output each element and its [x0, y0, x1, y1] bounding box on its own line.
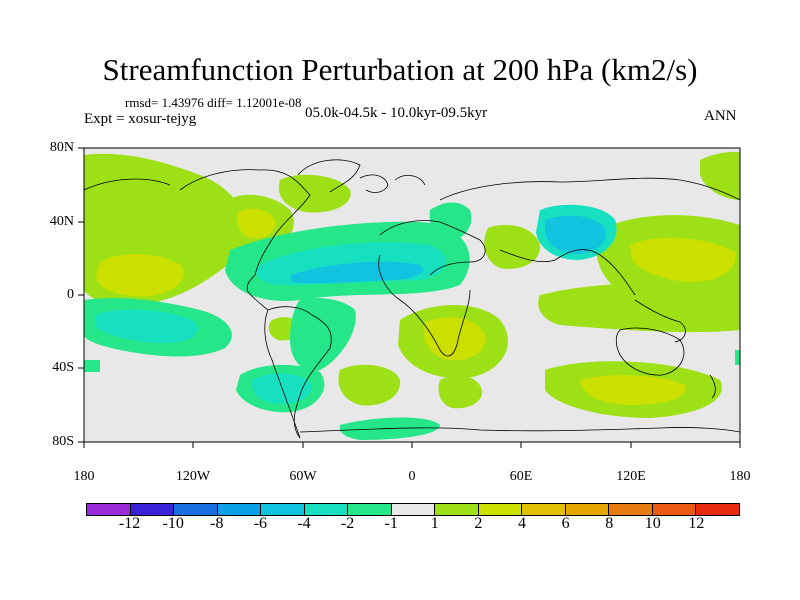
period-label: 05.0k-04.5k - 10.0kyr-09.5kyr	[305, 105, 488, 121]
colorbar-label: -4	[297, 515, 311, 532]
colorbar-label: 10	[644, 515, 661, 532]
colorbar-swatch	[652, 504, 697, 515]
colorbar-swatch	[348, 504, 392, 515]
lon-label-60w: 60W	[289, 469, 317, 484]
colorbar-label: -2	[340, 515, 355, 532]
colorbar-swatch	[522, 504, 566, 515]
season-label: ANN	[704, 108, 737, 124]
lon-label-60e: 60E	[509, 469, 533, 484]
negative-anomaly-regions	[84, 202, 740, 440]
colorbar-swatch	[696, 504, 739, 515]
lat-label-40n: 40N	[49, 214, 74, 229]
colorbar-swatch	[478, 504, 523, 515]
colorbar-swatch	[261, 504, 305, 515]
colorbar-label: -6	[253, 515, 268, 532]
axis-ticks	[78, 147, 741, 448]
colorbar-swatch	[217, 504, 262, 515]
colorbar-swatch	[435, 504, 479, 515]
colorbar-label: 6	[561, 515, 570, 532]
colorbar-swatch	[609, 504, 653, 515]
lon-label-180e: 180	[729, 469, 751, 484]
coastlines	[84, 159, 740, 439]
colorbar-label: -8	[210, 515, 224, 532]
colorbar-label: 8	[605, 515, 614, 532]
colorbar-swatch	[87, 504, 131, 515]
colorbar-swatch	[304, 504, 349, 515]
lon-label-120e: 120E	[616, 469, 646, 484]
colorbar-swatch	[130, 504, 175, 515]
experiment-label: Expt = xosur-tejyg	[84, 111, 197, 127]
lat-label-80n: 80N	[49, 140, 74, 155]
lat-label-0: 0	[67, 287, 74, 302]
lon-label-0: 0	[408, 469, 416, 484]
colorbar-label: 12	[688, 515, 705, 532]
lon-label-120w: 120W	[175, 469, 211, 484]
colorbar-label: 2	[474, 515, 483, 532]
lat-label-40s: 40S	[52, 360, 74, 375]
colorbar-label: -12	[118, 515, 141, 532]
lon-label-180w: 180	[73, 469, 95, 484]
lat-label-80s: 80S	[52, 434, 74, 449]
stats-line: rmsd= 1.43976 diff= 1.12001e-08	[125, 95, 302, 110]
colorbar-label: -10	[162, 515, 184, 532]
colorbar-swatch	[391, 504, 436, 515]
colorbar-swatch	[174, 504, 218, 515]
colorbar-swatch	[565, 504, 610, 515]
colorbar-label: 1	[430, 515, 439, 532]
colorbar-label: -1	[384, 515, 398, 532]
colorbar-label: 4	[518, 515, 526, 532]
positive-anomaly-regions	[84, 151, 740, 418]
colorbar	[86, 503, 740, 516]
chart-title: Streamfunction Perturbation at 200 hPa (…	[102, 52, 698, 87]
